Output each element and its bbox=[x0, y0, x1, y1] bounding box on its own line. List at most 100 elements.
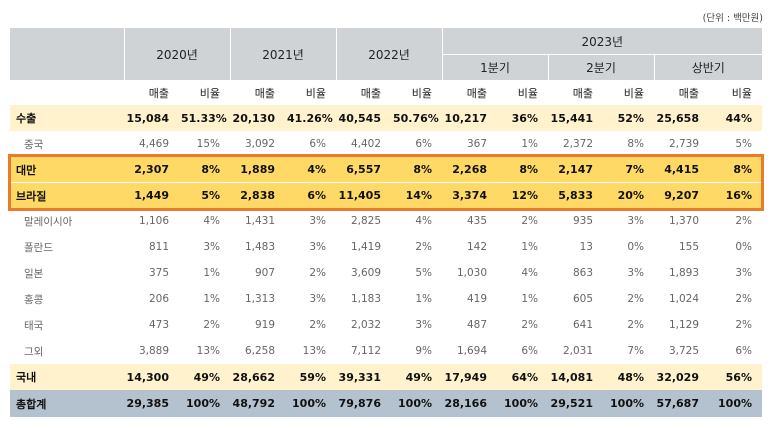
revenue-cell: 17,949 bbox=[442, 364, 499, 390]
revenue-cell: 811 bbox=[148, 241, 169, 253]
ratio-cell: 3% bbox=[415, 319, 432, 331]
ratio-cell: 1% bbox=[203, 293, 220, 305]
ratio-cell: 8% bbox=[181, 157, 230, 183]
ratio-cell: 49% bbox=[181, 364, 230, 390]
ratio-cell: 1% bbox=[203, 267, 220, 279]
revenue-cell: 10,217 bbox=[442, 105, 499, 131]
ratio-cell: 8% bbox=[499, 157, 548, 183]
subheader-revenue: 매출 bbox=[572, 86, 593, 100]
row-label: 대만 bbox=[10, 157, 124, 183]
table-row: 대만 2,307 8% 1,889 4% 6,557 8% 2,268 8% 2,147 7% 4,4… bbox=[10, 157, 762, 183]
revenue-cell: 14,081 bbox=[548, 364, 605, 390]
revenue-cell: 2,031 bbox=[562, 345, 593, 357]
ratio-cell: 2% bbox=[309, 319, 326, 331]
ratio-cell: 1% bbox=[521, 293, 538, 305]
revenue-cell: 14,300 bbox=[124, 364, 181, 390]
header-q2: 2분기 bbox=[548, 54, 655, 80]
ratio-cell: 7% bbox=[627, 345, 644, 357]
revenue-cell: 40,545 bbox=[336, 105, 393, 131]
revenue-cell: 28,662 bbox=[230, 364, 287, 390]
revenue-cell: 206 bbox=[148, 293, 169, 305]
ratio-cell: 2% bbox=[203, 319, 220, 331]
row-label: 중국 bbox=[24, 138, 44, 151]
ratio-cell: 100% bbox=[393, 390, 442, 417]
table-row: 홍콩 206 1% 1,313 3% 1,183 1% 419 1% 605 2% 1,024 2% bbox=[10, 286, 762, 312]
subheader-blank bbox=[10, 80, 124, 105]
ratio-cell: 13% bbox=[196, 345, 220, 357]
revenue-cell: 6,557 bbox=[336, 157, 393, 183]
table-row: 말레이시아 1,106 4% 1,431 3% 2,825 4% 435 2% 935 3% 1,37… bbox=[10, 208, 762, 234]
revenue-cell: 28,166 bbox=[442, 390, 499, 417]
table-row: 수출 15,084 51.33% 20,130 41.26% 40,545 50.76% 10… bbox=[10, 105, 762, 131]
revenue-cell: 1,419 bbox=[350, 241, 381, 253]
table-row: 일본 375 1% 907 2% 3,609 5% 1,030 4% 863 3% 1,893 3% bbox=[10, 260, 762, 286]
ratio-cell: 15% bbox=[196, 138, 220, 150]
ratio-cell: 8% bbox=[711, 157, 762, 183]
subheader-ratio: 비율 bbox=[731, 86, 752, 100]
revenue-cell: 1,106 bbox=[138, 215, 169, 227]
row-label: 브라질 bbox=[10, 182, 124, 208]
revenue-cell: 7,112 bbox=[350, 345, 381, 357]
subheader-ratio: 비율 bbox=[305, 86, 326, 100]
header-row-years: 2020년 2021년 2022년 2023년 bbox=[10, 28, 762, 80]
ratio-cell: 16% bbox=[711, 182, 762, 208]
ratio-cell: 100% bbox=[711, 390, 762, 417]
header-q1: 1분기 bbox=[442, 54, 549, 80]
revenue-cell: 2,372 bbox=[562, 138, 593, 150]
ratio-cell: 59% bbox=[287, 364, 336, 390]
ratio-cell: 56% bbox=[711, 364, 762, 390]
ratio-cell: 3% bbox=[627, 215, 644, 227]
revenue-cell: 435 bbox=[466, 215, 487, 227]
ratio-cell: 4% bbox=[287, 157, 336, 183]
row-label: 수출 bbox=[10, 105, 124, 131]
revenue-cell: 4,469 bbox=[138, 138, 169, 150]
ratio-cell: 1% bbox=[521, 241, 538, 253]
ratio-cell: 52% bbox=[605, 105, 654, 131]
ratio-cell: 100% bbox=[181, 390, 230, 417]
row-label: 일본 bbox=[24, 267, 44, 280]
revenue-cell: 1,030 bbox=[456, 267, 487, 279]
revenue-cell: 935 bbox=[572, 215, 593, 227]
revenue-cell: 3,374 bbox=[442, 182, 499, 208]
ratio-cell: 2% bbox=[415, 241, 432, 253]
ratio-cell: 3% bbox=[735, 267, 752, 279]
table-row: 브라질 1,449 5% 2,838 6% 11,405 14% 3,374 12% 5,833 2… bbox=[10, 182, 762, 208]
revenue-cell: 1,449 bbox=[124, 182, 181, 208]
revenue-cell: 9,207 bbox=[654, 182, 711, 208]
revenue-cell: 907 bbox=[254, 267, 275, 279]
ratio-cell: 51.33% bbox=[181, 105, 230, 131]
ratio-cell: 20% bbox=[605, 182, 654, 208]
ratio-cell: 9% bbox=[415, 345, 432, 357]
revenue-cell: 5,833 bbox=[548, 182, 605, 208]
revenue-cell: 919 bbox=[254, 319, 275, 331]
ratio-cell: 14% bbox=[393, 182, 442, 208]
revenue-cell: 3,092 bbox=[244, 138, 275, 150]
table-row: 중국 4,469 15% 3,092 6% 4,402 6% 367 1% 2,372 8% 2,73… bbox=[10, 131, 762, 157]
revenue-cell: 3,609 bbox=[350, 267, 381, 279]
subheader-revenue: 매출 bbox=[148, 86, 169, 100]
unit-note: (단위 : 백만원) bbox=[702, 13, 763, 24]
subheader-revenue: 매출 bbox=[466, 86, 487, 100]
revenue-cell: 2,268 bbox=[442, 157, 499, 183]
ratio-cell: 5% bbox=[181, 182, 230, 208]
header-row-periods: 1분기 2분기 상반기 bbox=[10, 54, 762, 80]
row-label: 국내 bbox=[10, 364, 124, 390]
ratio-cell: 3% bbox=[627, 267, 644, 279]
ratio-cell: 6% bbox=[521, 345, 538, 357]
ratio-cell: 100% bbox=[499, 390, 548, 417]
table-row: 총합계 29,385 100% 48,792 100% 79,876 100% 28,166 1… bbox=[10, 390, 762, 417]
revenue-cell: 1,183 bbox=[350, 293, 381, 305]
revenue-cell: 3,889 bbox=[138, 345, 169, 357]
revenue-cell: 1,893 bbox=[668, 267, 699, 279]
subheader-ratio: 비율 bbox=[411, 86, 432, 100]
revenue-cell: 15,441 bbox=[548, 105, 605, 131]
revenue-cell: 1,483 bbox=[244, 241, 275, 253]
revenue-cell: 79,876 bbox=[336, 390, 393, 417]
ratio-cell: 5% bbox=[415, 267, 432, 279]
revenue-cell: 4,402 bbox=[350, 138, 381, 150]
ratio-cell: 2% bbox=[735, 319, 752, 331]
ratio-cell: 0% bbox=[627, 241, 644, 253]
revenue-cell: 1,694 bbox=[456, 345, 487, 357]
ratio-cell: 4% bbox=[415, 215, 432, 227]
ratio-cell: 4% bbox=[203, 215, 220, 227]
